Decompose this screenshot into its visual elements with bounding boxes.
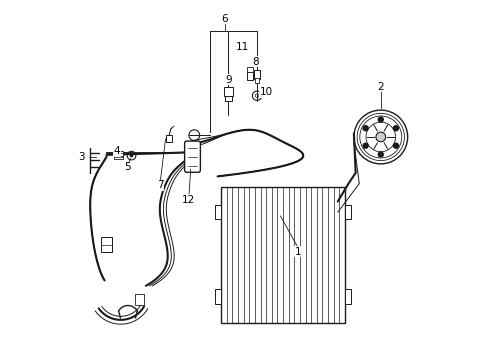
Bar xyxy=(344,289,351,304)
Bar xyxy=(214,205,221,220)
Bar xyxy=(223,87,233,96)
Text: 9: 9 xyxy=(224,75,231,85)
Circle shape xyxy=(129,154,133,157)
Text: 5: 5 xyxy=(124,162,131,172)
Circle shape xyxy=(375,132,385,142)
Bar xyxy=(246,67,252,72)
Bar xyxy=(165,135,172,141)
Circle shape xyxy=(393,143,398,148)
Text: 1: 1 xyxy=(294,247,301,257)
Bar xyxy=(113,154,122,159)
Bar xyxy=(113,150,122,156)
Text: 10: 10 xyxy=(259,87,272,97)
Text: 2: 2 xyxy=(377,82,383,92)
Text: 4: 4 xyxy=(114,146,120,156)
Circle shape xyxy=(363,143,367,148)
Circle shape xyxy=(378,152,383,157)
Bar xyxy=(254,78,259,83)
Bar xyxy=(221,187,344,323)
Bar xyxy=(344,205,351,220)
Text: 8: 8 xyxy=(251,57,258,67)
Text: 12: 12 xyxy=(182,195,195,205)
FancyBboxPatch shape xyxy=(184,141,200,172)
Bar xyxy=(135,294,143,305)
Circle shape xyxy=(363,126,367,131)
Bar xyxy=(253,69,260,78)
Text: 3: 3 xyxy=(78,152,84,162)
Bar xyxy=(101,237,112,252)
Bar xyxy=(214,289,221,304)
Text: 11: 11 xyxy=(236,42,249,52)
Text: 6: 6 xyxy=(221,14,227,24)
Bar xyxy=(224,96,231,101)
Circle shape xyxy=(378,117,383,122)
Text: 7: 7 xyxy=(157,180,163,190)
Circle shape xyxy=(393,126,398,131)
Bar xyxy=(246,72,252,80)
